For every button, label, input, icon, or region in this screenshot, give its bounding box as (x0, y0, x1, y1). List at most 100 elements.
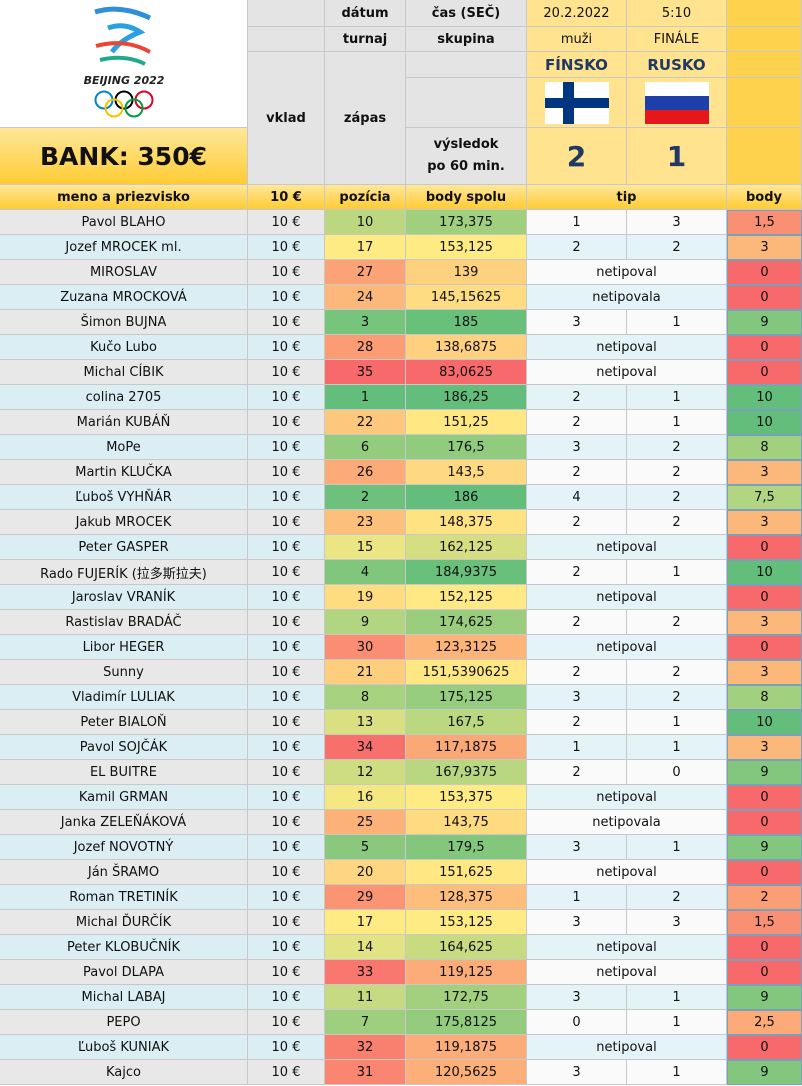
score: 2 (527, 128, 627, 185)
points: 10 (727, 385, 802, 410)
player-name: Peter GASPER (0, 535, 248, 560)
player-name: Martin KLUČKA (0, 460, 248, 485)
points: 0 (727, 535, 802, 560)
player-name: Michal LABAJ (0, 985, 248, 1010)
result-label-line: po 60 min. (427, 159, 505, 174)
points: 1,5 (727, 910, 802, 935)
team: FÍNSKO (527, 52, 627, 78)
tip: 1 (627, 1060, 727, 1085)
player-name: Ľuboš VYHŇÁR (0, 485, 248, 510)
player-name: Kučo Lubo (0, 335, 248, 360)
stake: 10 € (248, 1035, 325, 1060)
result-label-line: výsledok (433, 137, 499, 152)
tip: 1 (627, 560, 727, 585)
total-points: 185 (406, 310, 527, 335)
points: 9 (727, 310, 802, 335)
tip: 2 (627, 885, 727, 910)
points: 2 (727, 885, 802, 910)
total-points: 143,75 (406, 810, 527, 835)
position: 4 (325, 560, 406, 585)
tip: 1 (627, 385, 727, 410)
position: 11 (325, 985, 406, 1010)
total-points: 152,125 (406, 585, 527, 610)
stake: 10 € (248, 285, 325, 310)
points: 0 (727, 785, 802, 810)
total-points: 151,625 (406, 860, 527, 885)
position: 23 (325, 510, 406, 535)
tip: 1 (627, 410, 727, 435)
stake: 10 € (248, 360, 325, 385)
total-points: 173,375 (406, 210, 527, 235)
points: 0 (727, 810, 802, 835)
total-points: 167,9375 (406, 760, 527, 785)
tip: 2 (627, 485, 727, 510)
tip: 1 (527, 735, 627, 760)
tip: 3 (527, 985, 627, 1010)
tip: 2 (527, 660, 627, 685)
points: 10 (727, 710, 802, 735)
total-points: 119,125 (406, 960, 527, 985)
stake: 10 € (248, 735, 325, 760)
points: 0 (727, 960, 802, 985)
stake: 10 € (248, 510, 325, 535)
header-label: dátum (325, 0, 406, 27)
player-name: MIROSLAV (0, 260, 248, 285)
points: 8 (727, 685, 802, 710)
result-label: výsledok po 60 min. (406, 128, 527, 185)
stake: 10 € (248, 785, 325, 810)
no-tip: netipoval (527, 535, 727, 560)
total-points: 145,15625 (406, 285, 527, 310)
player-name: Šimon BUJNA (0, 310, 248, 335)
no-tip: netipoval (527, 585, 727, 610)
player-name: Janka ZELEŇÁKOVÁ (0, 810, 248, 835)
points: 3 (727, 735, 802, 760)
logo: BEIJING 2022 (0, 0, 248, 128)
position: 21 (325, 660, 406, 685)
points: 3 (727, 460, 802, 485)
total-points: 164,625 (406, 935, 527, 960)
total-points: 117,1875 (406, 735, 527, 760)
points: 0 (727, 335, 802, 360)
column-header: meno a priezvisko (0, 185, 248, 210)
no-tip: netipoval (527, 960, 727, 985)
logo-graphic: BEIJING 2022 (84, 6, 165, 117)
total-points: 139 (406, 260, 527, 285)
total-points: 123,3125 (406, 635, 527, 660)
position: 29 (325, 885, 406, 910)
position: 5 (325, 835, 406, 860)
position: 32 (325, 1035, 406, 1060)
points: 3 (727, 235, 802, 260)
player-name: Michal CÍBIK (0, 360, 248, 385)
stake: 10 € (248, 410, 325, 435)
total-points: 148,375 (406, 510, 527, 535)
tip: 1 (627, 310, 727, 335)
stake: 10 € (248, 860, 325, 885)
position: 1 (325, 385, 406, 410)
position: 25 (325, 810, 406, 835)
tip: 2 (627, 460, 727, 485)
tip: 4 (527, 485, 627, 510)
position: 22 (325, 410, 406, 435)
no-tip: netipovala (527, 285, 727, 310)
total-points: 179,5 (406, 835, 527, 860)
position: 16 (325, 785, 406, 810)
stake: 10 € (248, 485, 325, 510)
points: 0 (727, 935, 802, 960)
no-tip: netipoval (527, 1035, 727, 1060)
points: 0 (727, 360, 802, 385)
no-tip: netipoval (527, 360, 727, 385)
position: 3 (325, 310, 406, 335)
position: 12 (325, 760, 406, 785)
stake: 10 € (248, 535, 325, 560)
no-tip: netipoval (527, 785, 727, 810)
stake: 10 € (248, 810, 325, 835)
bank: BANK: 350€ (0, 128, 248, 185)
total-points: 153,125 (406, 235, 527, 260)
points: 3 (727, 660, 802, 685)
points: 0 (727, 585, 802, 610)
points: 9 (727, 760, 802, 785)
total-points: 128,375 (406, 885, 527, 910)
position: 35 (325, 360, 406, 385)
total-points: 120,5625 (406, 1060, 527, 1085)
